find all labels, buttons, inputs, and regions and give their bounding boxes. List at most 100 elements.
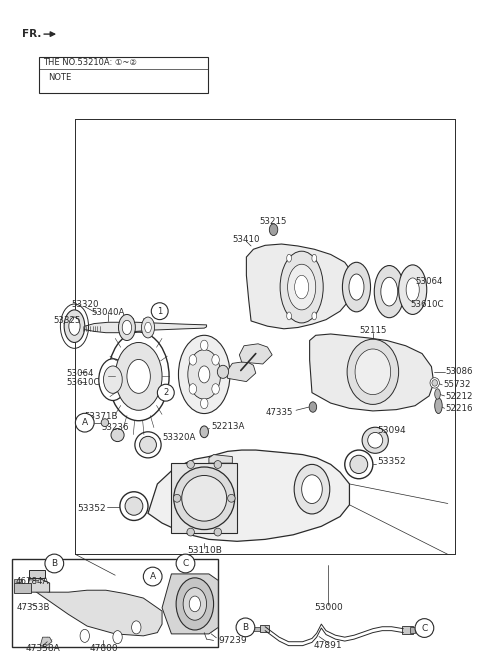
Polygon shape [246, 244, 354, 329]
Text: 53410: 53410 [233, 235, 260, 244]
Text: 47891: 47891 [314, 641, 343, 650]
Ellipse shape [183, 588, 206, 620]
Text: B: B [51, 559, 58, 568]
Polygon shape [80, 322, 206, 333]
Ellipse shape [188, 349, 221, 399]
Polygon shape [209, 455, 232, 463]
Text: B: B [242, 623, 249, 632]
Ellipse shape [406, 278, 419, 301]
Polygon shape [410, 627, 415, 633]
Text: 52212: 52212 [445, 392, 473, 401]
Polygon shape [148, 450, 349, 541]
Ellipse shape [228, 494, 235, 502]
Ellipse shape [350, 456, 368, 474]
Text: 97239: 97239 [218, 636, 247, 645]
Bar [39, 57, 208, 93]
Circle shape [151, 303, 168, 319]
Text: 47335: 47335 [266, 407, 293, 417]
Polygon shape [14, 579, 22, 583]
Ellipse shape [115, 343, 162, 410]
Text: 53325: 53325 [53, 317, 81, 325]
Text: 53094: 53094 [378, 426, 406, 435]
Polygon shape [310, 334, 434, 411]
Ellipse shape [295, 275, 309, 299]
Ellipse shape [104, 366, 122, 393]
Text: A: A [150, 572, 156, 581]
Text: 53236: 53236 [101, 423, 129, 432]
Ellipse shape [101, 419, 108, 427]
Ellipse shape [309, 402, 317, 412]
Ellipse shape [174, 467, 235, 530]
Ellipse shape [99, 359, 127, 401]
Ellipse shape [187, 461, 194, 468]
Text: 47800: 47800 [89, 644, 118, 653]
Text: 53610C: 53610C [66, 378, 99, 387]
Text: 53352: 53352 [77, 504, 106, 513]
Text: 53320: 53320 [71, 300, 98, 309]
Ellipse shape [312, 255, 317, 262]
Ellipse shape [119, 315, 135, 341]
Text: 52115: 52115 [359, 326, 386, 335]
Text: 53040A: 53040A [92, 308, 125, 317]
Circle shape [236, 618, 255, 637]
Polygon shape [260, 625, 269, 632]
Polygon shape [162, 574, 218, 634]
Circle shape [75, 413, 94, 432]
Ellipse shape [430, 377, 439, 388]
Ellipse shape [287, 312, 291, 320]
Ellipse shape [145, 322, 151, 333]
Polygon shape [253, 627, 261, 631]
Circle shape [176, 554, 195, 573]
Ellipse shape [349, 274, 364, 300]
Text: 53320A: 53320A [162, 432, 195, 442]
Ellipse shape [111, 429, 124, 442]
Ellipse shape [140, 436, 156, 454]
Ellipse shape [187, 528, 194, 536]
Ellipse shape [200, 426, 208, 438]
Text: 53110B: 53110B [187, 546, 222, 555]
Bar [12, 559, 218, 647]
Text: 53000: 53000 [314, 603, 343, 613]
Ellipse shape [125, 497, 143, 515]
Ellipse shape [179, 335, 230, 413]
Circle shape [45, 554, 64, 573]
Text: 1: 1 [157, 307, 162, 316]
Text: C: C [421, 623, 428, 633]
Text: 53086: 53086 [445, 367, 473, 376]
Text: 47353B: 47353B [17, 603, 50, 613]
Ellipse shape [288, 265, 316, 310]
Ellipse shape [269, 224, 278, 236]
Ellipse shape [189, 383, 197, 394]
Ellipse shape [368, 432, 383, 448]
Ellipse shape [80, 629, 89, 643]
Text: 53064: 53064 [66, 369, 94, 377]
Ellipse shape [173, 494, 181, 502]
Text: 53610C: 53610C [410, 300, 444, 309]
Text: FR.: FR. [22, 29, 41, 39]
Ellipse shape [113, 631, 122, 644]
Ellipse shape [294, 464, 330, 514]
Ellipse shape [182, 476, 227, 521]
Ellipse shape [435, 398, 442, 413]
Ellipse shape [176, 578, 214, 630]
Ellipse shape [201, 398, 208, 409]
Ellipse shape [214, 528, 222, 536]
Text: 52216: 52216 [445, 404, 473, 413]
Polygon shape [227, 361, 256, 381]
Ellipse shape [374, 266, 404, 318]
Ellipse shape [362, 428, 388, 454]
Ellipse shape [132, 621, 141, 634]
Text: 53064: 53064 [415, 277, 443, 287]
Polygon shape [40, 637, 52, 647]
Polygon shape [240, 344, 272, 364]
Ellipse shape [127, 359, 150, 393]
Ellipse shape [301, 475, 322, 504]
Polygon shape [31, 585, 162, 636]
Ellipse shape [135, 432, 161, 458]
Ellipse shape [398, 265, 427, 315]
Ellipse shape [342, 263, 371, 312]
Circle shape [157, 384, 174, 401]
Ellipse shape [69, 317, 80, 335]
Text: 53352: 53352 [378, 457, 406, 466]
Text: 55732: 55732 [443, 380, 471, 389]
